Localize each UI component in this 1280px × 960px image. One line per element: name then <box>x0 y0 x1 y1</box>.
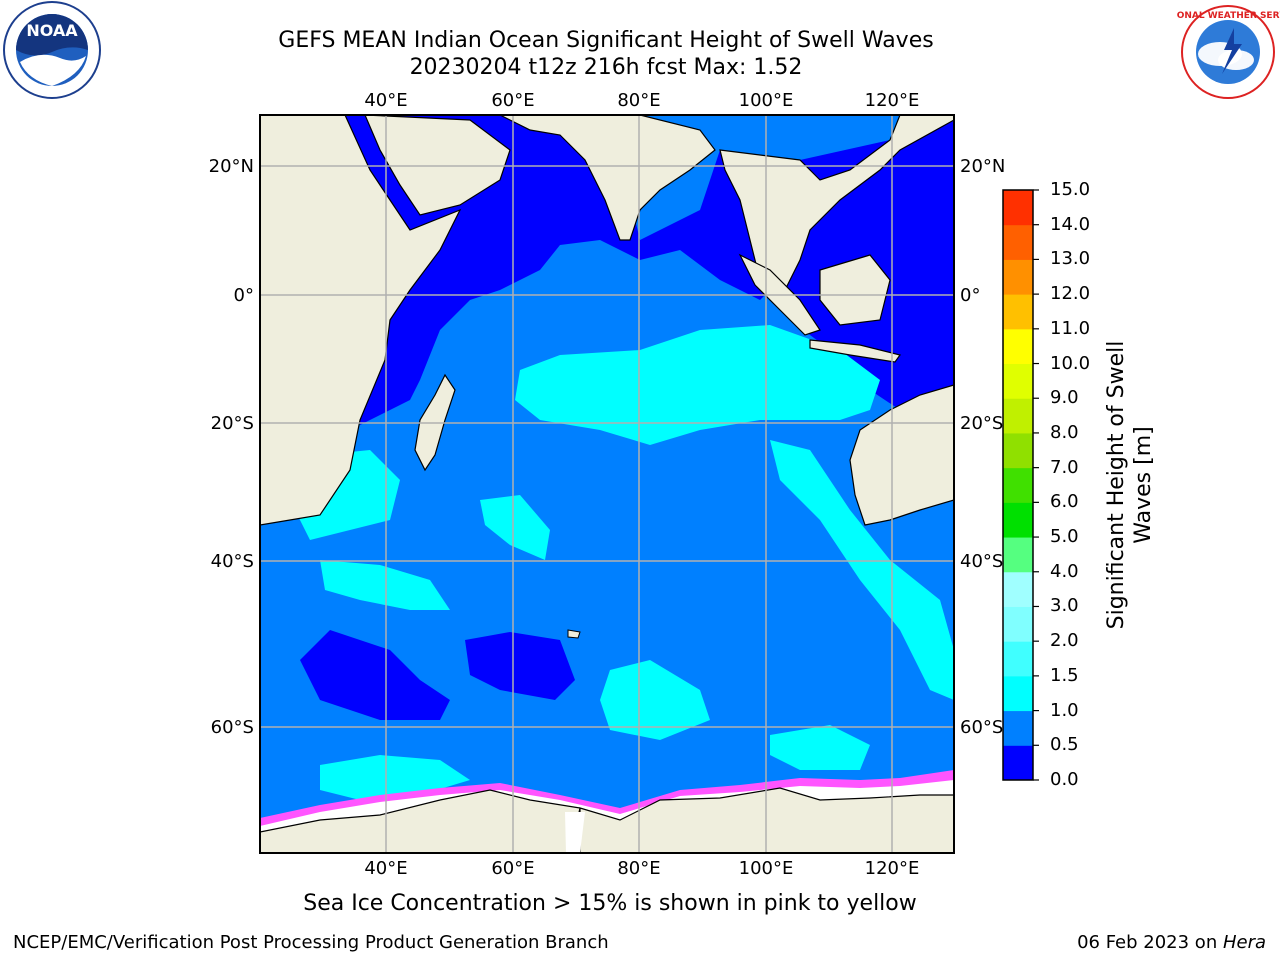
footer-date: 06 Feb 2023 on Hera <box>1077 932 1266 953</box>
colorbar-title: Significant Height of Swell Waves [m] <box>1104 340 1156 630</box>
lon-label-top: 100°E <box>739 90 794 111</box>
colorbar-tick-label: 8.0 <box>1050 421 1079 443</box>
noaa-logo-icon: NOAA <box>3 1 101 99</box>
colorbar-segment <box>1003 398 1033 434</box>
colorbar-tick-label: 15.0 <box>1050 179 1091 200</box>
colorbar-segment <box>1003 675 1033 712</box>
lon-label-top: 60°E <box>491 90 534 111</box>
colorbar-segment <box>1003 190 1033 226</box>
colorbar-segment <box>1003 571 1033 607</box>
colorbar-tick-label: 4.0 <box>1050 560 1079 582</box>
colorbar-tick-label: 0.0 <box>1050 769 1079 790</box>
sea-ice-caption: Sea Ice Concentration > 15% is shown in … <box>303 891 917 916</box>
chart-title: GEFS MEAN Indian Ocean Significant Heigh… <box>278 28 934 53</box>
colorbar-tick-label: 5.0 <box>1050 526 1079 548</box>
lat-label-right: 60°S <box>960 717 1003 738</box>
lon-label-bottom: 40°E <box>364 858 407 879</box>
map-frame <box>259 114 955 854</box>
noaa-logo-text: NOAA <box>26 21 78 40</box>
footer-date-text: 06 Feb 2023 on <box>1077 932 1223 953</box>
colorbar-tick-label: 11.0 <box>1050 317 1091 339</box>
lon-label-bottom: 100°E <box>739 858 794 879</box>
colorbar-segment <box>1003 710 1033 746</box>
lon-label-top: 120°E <box>865 90 920 111</box>
colorbar-segment <box>1003 363 1033 399</box>
lat-label-right: 20°S <box>960 413 1003 434</box>
land-australia <box>849 384 954 526</box>
swell-south-east <box>770 725 870 770</box>
lat-label-right: 20°N <box>960 156 1005 177</box>
colorbar-segment <box>1003 745 1033 781</box>
land-java <box>809 339 902 363</box>
colorbar-tick-label: 14.0 <box>1050 213 1091 235</box>
swell-band-east <box>770 440 954 700</box>
noaa-logo: NOAA <box>0 0 104 104</box>
colorbar-segment <box>1003 537 1033 573</box>
swell-central <box>515 325 880 445</box>
footer-host: Hera <box>1222 932 1266 953</box>
land-kerguelen <box>567 629 581 639</box>
colorbar-segment <box>1003 294 1033 330</box>
colorbar-segment <box>1003 467 1033 503</box>
swell-south-mid <box>600 660 710 740</box>
nws-logo-icon: NATIONAL WEATHER SERVICE <box>1153 5 1280 99</box>
swell-south-west <box>320 755 470 800</box>
land-antarctica-bay <box>565 812 585 853</box>
colorbar-segment <box>1003 432 1033 469</box>
lat-label-left: 20°S <box>211 413 254 434</box>
swell-west-2 <box>320 560 450 610</box>
lon-label-top: 40°E <box>364 90 407 111</box>
colorbar-tick-label: 7.0 <box>1050 456 1079 478</box>
low-swell-south-1 <box>300 630 450 720</box>
colorbar-segment <box>1003 641 1033 677</box>
colorbar-segment <box>1003 259 1033 295</box>
lat-label-left: 40°S <box>211 551 254 572</box>
colorbar-frame <box>1002 189 1034 781</box>
colorbar-tick-label: 2.0 <box>1050 630 1079 652</box>
lon-label-bottom: 120°E <box>865 858 920 879</box>
map-grid <box>260 115 954 853</box>
swell-mid-1 <box>480 495 550 560</box>
land-se-asia <box>719 115 954 302</box>
colorbar-tick-label: 12.0 <box>1050 283 1091 305</box>
lat-label-right: 40°S <box>960 551 1003 572</box>
lon-label-bottom: 80°E <box>617 858 660 879</box>
low-swell-south-2 <box>465 632 575 700</box>
lat-label-left: 0° <box>234 285 254 306</box>
colorbar-segment <box>1003 328 1033 365</box>
nws-logo-text: NATIONAL WEATHER SERVICE <box>1176 11 1280 21</box>
footer-organization: NCEP/EMC/Verification Post Processing Pr… <box>13 932 609 953</box>
colorbar-segment <box>1003 606 1033 642</box>
colorbar-segment <box>1003 502 1033 538</box>
colorbar-segment <box>1003 224 1033 260</box>
colorbar-tick-label: 0.5 <box>1050 734 1079 756</box>
lat-label-left: 60°S <box>211 717 254 738</box>
lat-label-left: 20°N <box>209 156 254 177</box>
colorbar-tick-label: 1.5 <box>1050 664 1079 686</box>
colorbar-tick-label: 10.0 <box>1050 352 1091 374</box>
lon-label-bottom: 60°E <box>491 858 534 879</box>
nws-logo: NATIONAL WEATHER SERVICE <box>1153 4 1280 102</box>
colorbar-tick-label: 13.0 <box>1050 248 1091 270</box>
colorbar-tick-label: 9.0 <box>1050 387 1079 409</box>
lon-label-top: 80°E <box>617 90 660 111</box>
land-india <box>499 115 716 241</box>
land-borneo <box>819 254 891 326</box>
chart-subtitle: 20230204 t12z 216h fcst Max: 1.52 <box>409 55 803 80</box>
colorbar <box>1002 189 1039 781</box>
colorbar-tick-label: 1.0 <box>1050 699 1079 721</box>
land-antarctica <box>260 787 954 853</box>
colorbar-tick-label: 6.0 <box>1050 491 1079 513</box>
colorbar-tick-label: 3.0 <box>1050 595 1079 617</box>
lat-label-right: 0° <box>960 285 980 306</box>
